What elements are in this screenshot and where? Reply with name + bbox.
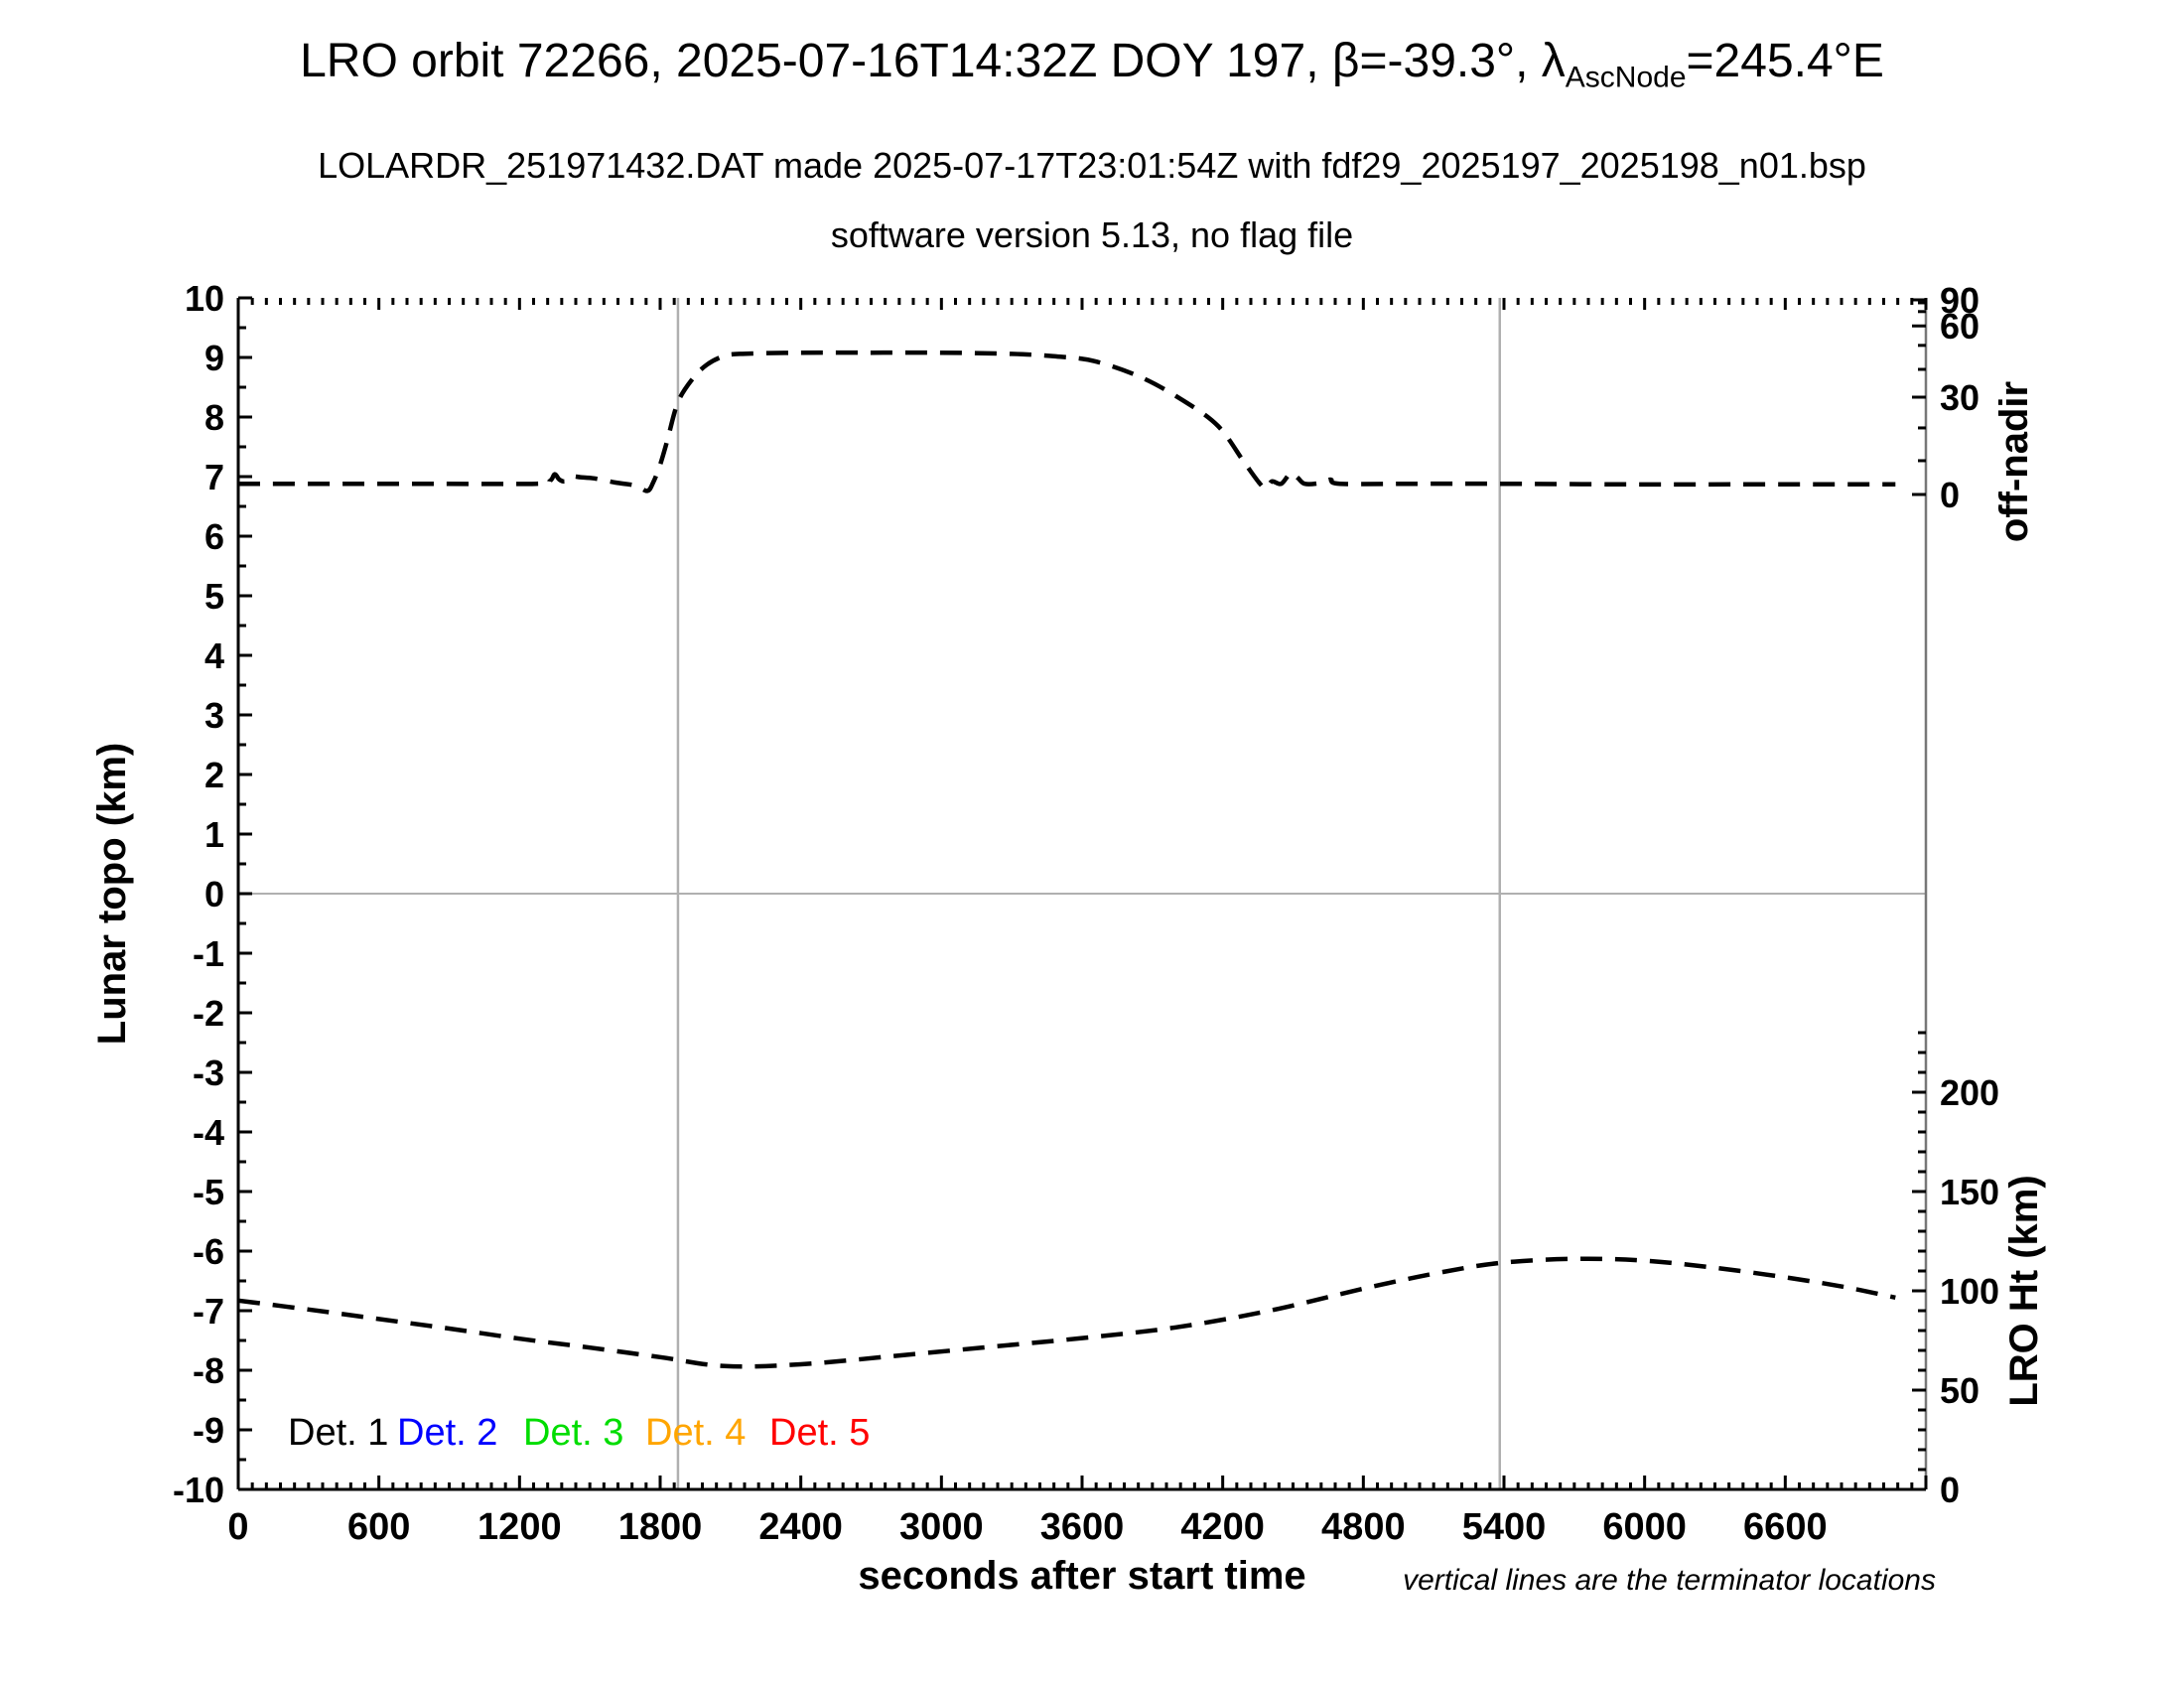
y-tick-label: 3 bbox=[205, 695, 224, 736]
y-tick-label: -10 bbox=[173, 1470, 224, 1510]
y-tick-label: 5 bbox=[205, 576, 224, 617]
y-tick-label: -5 bbox=[193, 1172, 224, 1212]
y-tick-label: -4 bbox=[193, 1112, 224, 1153]
curve-lro-height bbox=[237, 1256, 1896, 1369]
y-tick-label: -6 bbox=[193, 1231, 224, 1272]
y-tick-label: 6 bbox=[205, 516, 224, 557]
software-version-line: software version 5.13, no flag file bbox=[830, 214, 1354, 255]
plot-title: LRO orbit 72266, 2025-07-16T14:32Z DOY 1… bbox=[0, 34, 2184, 95]
x-tick-label: 3600 bbox=[1040, 1506, 1125, 1548]
plot-title-suffix: =245.4°E bbox=[1686, 35, 1884, 87]
plot-title-text: LRO orbit 72266, 2025-07-16T14:32Z DOY 1… bbox=[300, 35, 1566, 87]
x-axis-title: seconds after start time bbox=[858, 1554, 1305, 1598]
offnadir-tick-label: 60 bbox=[1940, 306, 1979, 347]
x-tick-label: 5400 bbox=[1462, 1506, 1547, 1548]
offnadir-axis-title: off-nadir bbox=[1992, 381, 2036, 542]
y-left-axis-title: Lunar topo (km) bbox=[90, 743, 134, 1045]
lroht-tick-label: 50 bbox=[1940, 1370, 1979, 1411]
plot-title-subscript: AscNode bbox=[1565, 61, 1687, 94]
x-tick-label: 600 bbox=[347, 1506, 410, 1548]
legend-item-5: Det. 5 bbox=[769, 1412, 870, 1454]
terminator-footnote: vertical lines are the terminator locati… bbox=[1403, 1564, 1936, 1597]
legend-item-2: Det. 2 bbox=[397, 1412, 497, 1454]
y-tick-label: 8 bbox=[205, 397, 224, 438]
lroht-tick-label: 0 bbox=[1940, 1470, 1960, 1510]
lroht-tick-label: 100 bbox=[1940, 1271, 1999, 1312]
x-tick-label: 6600 bbox=[1743, 1506, 1828, 1548]
y-tick-label: 4 bbox=[205, 635, 224, 676]
y-tick-label: -3 bbox=[193, 1053, 224, 1093]
x-tick-label: 4200 bbox=[1180, 1506, 1265, 1548]
curve-off-nadir bbox=[238, 350, 1896, 493]
lroht-tick-label: 150 bbox=[1940, 1172, 1999, 1212]
y-tick-label: -2 bbox=[193, 993, 224, 1034]
y-tick-label: -1 bbox=[193, 933, 224, 974]
lroht-tick-label: 200 bbox=[1940, 1072, 1999, 1113]
y-tick-label: 7 bbox=[205, 457, 224, 497]
lroht-axis-title: LRO Ht (km) bbox=[2002, 1175, 2046, 1406]
y-tick-label: 10 bbox=[185, 278, 224, 319]
plot-subtitle: LOLARDR_251971432.DAT made 2025-07-17T23… bbox=[318, 145, 1866, 186]
legend-item-3: Det. 3 bbox=[523, 1412, 623, 1454]
x-tick-label: 3000 bbox=[899, 1506, 984, 1548]
y-tick-label: 9 bbox=[205, 338, 224, 378]
y-tick-label: 2 bbox=[205, 755, 224, 795]
x-tick-label: 4800 bbox=[1321, 1506, 1406, 1548]
x-tick-label: 0 bbox=[227, 1506, 248, 1548]
y-tick-label: -8 bbox=[193, 1350, 224, 1391]
offnadir-tick-label: 30 bbox=[1940, 377, 1979, 418]
y-tick-label: 0 bbox=[205, 874, 224, 914]
offnadir-tick-label: 0 bbox=[1940, 475, 1960, 515]
x-tick-label: 1200 bbox=[478, 1506, 562, 1548]
x-tick-label: 2400 bbox=[758, 1506, 843, 1548]
legend-item-1: Det. 1 bbox=[288, 1412, 388, 1454]
x-tick-label: 6000 bbox=[1602, 1506, 1687, 1548]
y-tick-label: 1 bbox=[205, 814, 224, 855]
offnadir-tick-label: 90 bbox=[1940, 280, 1979, 321]
y-tick-label: -9 bbox=[193, 1410, 224, 1451]
legend-item-4: Det. 4 bbox=[645, 1412, 746, 1454]
x-tick-label: 1800 bbox=[618, 1506, 703, 1548]
y-tick-label: -7 bbox=[193, 1291, 224, 1332]
